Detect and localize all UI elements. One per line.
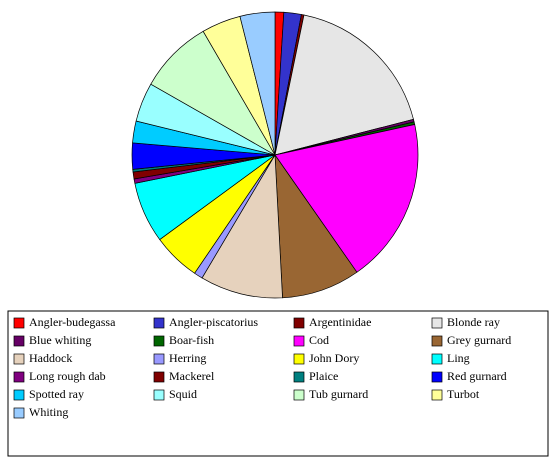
legend-swatch bbox=[431, 335, 443, 347]
pie-slice bbox=[201, 153, 283, 299]
legend-swatch bbox=[153, 371, 165, 383]
legend-swatch bbox=[153, 353, 165, 365]
legend-label: Herring bbox=[169, 351, 206, 365]
legend-label: John Dory bbox=[309, 351, 359, 365]
legend-swatch bbox=[13, 407, 25, 419]
legend-label: Mackerel bbox=[169, 369, 215, 383]
legend-swatch bbox=[431, 389, 443, 401]
legend-label: Angler-budegassa bbox=[29, 315, 116, 329]
legend-label: Argentinidae bbox=[309, 315, 371, 329]
legend-swatch bbox=[431, 353, 443, 365]
legend-swatch bbox=[13, 335, 25, 347]
legend-label: Blue whiting bbox=[29, 333, 91, 347]
legend-label: Turbot bbox=[447, 387, 480, 401]
legend-swatch bbox=[153, 317, 165, 329]
legend-swatch bbox=[293, 371, 305, 383]
legend-label: Boar-fish bbox=[169, 333, 214, 347]
legend-label: Whiting bbox=[29, 405, 68, 419]
legend-swatch bbox=[13, 317, 25, 329]
legend-label: Blonde ray bbox=[447, 315, 500, 329]
legend-swatch bbox=[293, 353, 305, 365]
legend-label: Red gurnard bbox=[447, 369, 507, 383]
legend-label: Ling bbox=[447, 351, 470, 365]
legend-swatch bbox=[13, 353, 25, 365]
legend-swatch bbox=[431, 317, 443, 329]
legend-label: Squid bbox=[169, 387, 197, 401]
legend-swatch bbox=[293, 335, 305, 347]
pie-slice bbox=[239, 11, 276, 156]
pie-slice bbox=[274, 124, 419, 273]
legend-label: Cod bbox=[309, 333, 329, 347]
legend-swatch bbox=[293, 389, 305, 401]
legend-label: Plaice bbox=[309, 369, 338, 383]
legend-label: Grey gurnard bbox=[447, 333, 511, 347]
legend-swatch bbox=[153, 389, 165, 401]
legend-label: Spotted ray bbox=[29, 387, 84, 401]
pie-slice bbox=[274, 14, 414, 156]
legend-box bbox=[7, 310, 549, 457]
legend-label: Haddock bbox=[29, 351, 72, 365]
legend-label: Tub gurnard bbox=[309, 387, 368, 401]
legend-swatch bbox=[153, 335, 165, 347]
legend-swatch bbox=[13, 389, 25, 401]
legend-swatch bbox=[293, 317, 305, 329]
legend-label: Angler-piscatorius bbox=[169, 315, 258, 329]
legend-swatch bbox=[13, 371, 25, 383]
legend-swatch bbox=[431, 371, 443, 383]
legend-label: Long rough dab bbox=[29, 369, 106, 383]
